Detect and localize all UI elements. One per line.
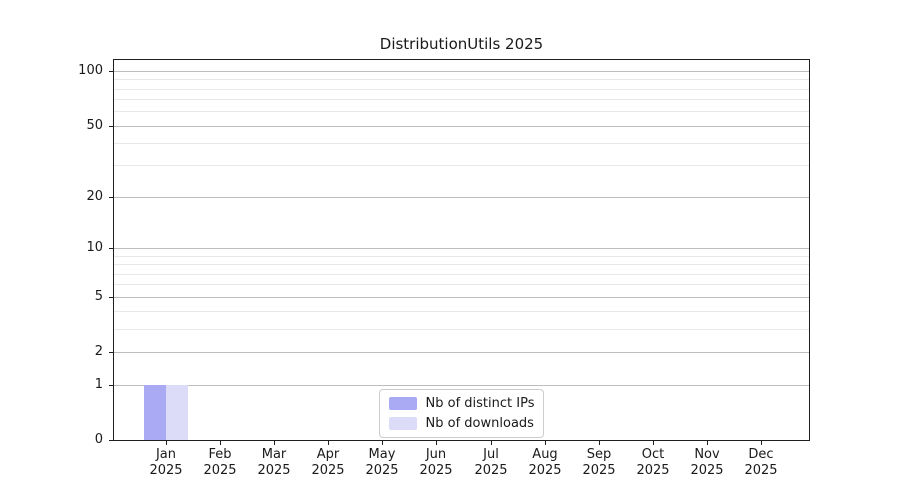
x-tick-mark xyxy=(653,441,654,445)
chart-title: DistributionUtils 2025 xyxy=(379,35,544,53)
x-tick-month: Sep xyxy=(586,447,612,462)
x-tick-mark xyxy=(274,441,275,445)
y-tick-label: 10 xyxy=(86,240,103,255)
x-tick-year: 2025 xyxy=(149,463,183,478)
x-tick-month: Jun xyxy=(425,447,447,462)
x-tick-label: Jul 2025 xyxy=(459,447,523,479)
x-tick-mark xyxy=(166,441,167,445)
y-tick-label: 5 xyxy=(94,289,103,304)
x-tick-year: 2025 xyxy=(582,463,616,478)
x-tick-label: Apr 2025 xyxy=(296,447,360,479)
gridline-major xyxy=(114,71,809,72)
gridline-minor xyxy=(114,329,809,330)
gridline-minor xyxy=(114,256,809,257)
x-tick-label: May 2025 xyxy=(350,447,414,479)
y-tick-mark xyxy=(109,197,113,198)
x-tick-mark xyxy=(545,441,546,445)
x-tick-year: 2025 xyxy=(419,463,453,478)
x-tick-month: Mar xyxy=(261,447,287,462)
x-tick-month: Aug xyxy=(532,447,558,462)
x-tick-year: 2025 xyxy=(311,463,345,478)
x-tick-mark xyxy=(382,441,383,445)
x-tick-mark xyxy=(220,441,221,445)
y-tick-mark xyxy=(109,297,113,298)
x-tick-month: Jan xyxy=(155,447,177,462)
x-tick-year: 2025 xyxy=(744,463,778,478)
y-tick-mark xyxy=(109,385,113,386)
x-tick-year: 2025 xyxy=(690,463,724,478)
gridline-minor xyxy=(114,79,809,80)
x-tick-label: Jun 2025 xyxy=(404,447,468,479)
legend-item-distinct-ips: Nb of distinct IPs xyxy=(388,396,535,411)
y-tick-mark xyxy=(109,126,113,127)
y-tick-label: 50 xyxy=(86,118,103,133)
y-tick-mark xyxy=(109,440,113,441)
gridline-minor xyxy=(114,274,809,275)
x-tick-label: Sep 2025 xyxy=(567,447,631,479)
x-tick-label: Nov 2025 xyxy=(675,447,739,479)
bar-distinct-ips xyxy=(144,385,166,440)
gridlines-layer xyxy=(114,60,809,440)
x-tick-label: Aug 2025 xyxy=(513,447,577,479)
x-tick-label: Jan 2025 xyxy=(134,447,198,479)
x-tick-month: Apr xyxy=(316,447,340,462)
bar-downloads xyxy=(166,385,188,440)
x-tick-year: 2025 xyxy=(365,463,399,478)
x-tick-year: 2025 xyxy=(203,463,237,478)
x-tick-mark xyxy=(491,441,492,445)
gridline-major xyxy=(114,248,809,249)
x-tick-mark xyxy=(761,441,762,445)
x-tick-year: 2025 xyxy=(257,463,291,478)
y-tick-mark xyxy=(109,248,113,249)
x-tick-mark xyxy=(707,441,708,445)
gridline-major xyxy=(114,197,809,198)
x-tick-month: Nov xyxy=(694,447,720,462)
legend-item-downloads: Nb of downloads xyxy=(388,416,535,431)
x-tick-mark xyxy=(328,441,329,445)
y-tick-label: 20 xyxy=(86,189,103,204)
x-tick-year: 2025 xyxy=(474,463,508,478)
y-tick-label: 100 xyxy=(78,63,103,78)
legend-label-downloads: Nb of downloads xyxy=(425,416,534,431)
legend-swatch-distinct-ips xyxy=(388,397,417,410)
bars-layer xyxy=(114,60,809,440)
x-tick-mark xyxy=(599,441,600,445)
y-tick-label: 1 xyxy=(94,377,103,392)
legend: Nb of distinct IPs Nb of downloads xyxy=(378,389,545,438)
y-tick-label: 0 xyxy=(94,432,103,447)
gridline-minor xyxy=(114,311,809,312)
legend-label-distinct-ips: Nb of distinct IPs xyxy=(425,396,535,411)
gridline-minor xyxy=(114,99,809,100)
gridline-minor xyxy=(114,284,809,285)
x-tick-month: Oct xyxy=(641,447,665,462)
x-tick-month: May xyxy=(368,447,396,462)
plot-area: Nb of distinct IPs Nb of downloads xyxy=(113,59,810,441)
gridline-major xyxy=(114,126,809,127)
gridline-major xyxy=(114,352,809,353)
x-tick-month: Feb xyxy=(208,447,232,462)
y-tick-mark xyxy=(109,71,113,72)
x-tick-month: Dec xyxy=(748,447,774,462)
gridline-minor xyxy=(114,89,809,90)
y-tick-label: 2 xyxy=(94,344,103,359)
gridline-major xyxy=(114,385,809,386)
x-tick-month: Jul xyxy=(483,447,499,462)
x-tick-label: Oct 2025 xyxy=(621,447,685,479)
gridline-major xyxy=(114,297,809,298)
gridline-minor xyxy=(114,264,809,265)
legend-swatch-downloads xyxy=(388,417,417,430)
y-tick-mark xyxy=(109,352,113,353)
x-tick-year: 2025 xyxy=(636,463,670,478)
x-tick-label: Mar 2025 xyxy=(242,447,306,479)
gridline-minor xyxy=(114,143,809,144)
gridline-minor xyxy=(114,165,809,166)
x-tick-label: Dec 2025 xyxy=(729,447,793,479)
x-tick-mark xyxy=(436,441,437,445)
x-tick-label: Feb 2025 xyxy=(188,447,252,479)
gridline-minor xyxy=(114,111,809,112)
x-tick-year: 2025 xyxy=(528,463,562,478)
